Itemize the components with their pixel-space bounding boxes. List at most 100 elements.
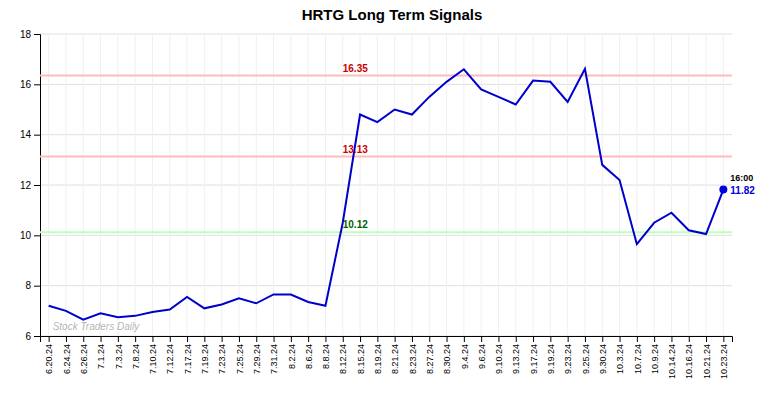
grid-line <box>40 84 732 85</box>
tick: 10.14.24 <box>667 336 677 379</box>
tick-mark <box>118 336 119 342</box>
tick-mark <box>34 34 40 35</box>
reference-label: 16.35 <box>343 63 368 74</box>
tick-mark <box>256 336 257 342</box>
grid-line <box>498 34 499 336</box>
tick-label: 10.14.24 <box>667 344 677 379</box>
tick-label: 10.7.24 <box>633 344 643 374</box>
time-label: 16:00 <box>730 173 753 183</box>
tick-label: 18 <box>20 29 32 40</box>
tick-label: 8.12.24 <box>338 344 348 374</box>
tick: 16 <box>20 79 40 90</box>
tick: 10.23.24 <box>719 336 729 379</box>
tick-mark <box>412 336 413 342</box>
grid-line <box>567 34 568 336</box>
grid-line <box>256 34 257 336</box>
watermark: Stock Traders Daily <box>53 321 141 332</box>
tick-mark <box>395 336 396 342</box>
reference-line <box>40 231 732 233</box>
tick-mark <box>481 336 482 342</box>
grid-line <box>325 34 326 336</box>
tick-mark <box>34 336 40 337</box>
tick: 10 <box>20 230 40 241</box>
grid-line <box>636 34 637 336</box>
tick-mark <box>637 336 638 342</box>
grid-line <box>65 34 66 336</box>
grid-line <box>273 34 274 336</box>
grid-line <box>135 34 136 336</box>
tick: 9.25.24 <box>581 336 591 374</box>
tick: 7.8.24 <box>131 336 141 369</box>
tick-mark <box>34 84 40 85</box>
tick: 8.27.24 <box>425 336 435 374</box>
tick-label: 10.21.24 <box>702 344 712 379</box>
tick-mark <box>34 185 40 186</box>
tick: 9.23.24 <box>563 336 573 374</box>
tick-mark <box>689 336 690 342</box>
tick-mark <box>498 336 499 342</box>
grid-line <box>83 34 84 336</box>
grid-line <box>187 34 188 336</box>
tick-mark <box>671 336 672 342</box>
tick-mark <box>343 336 344 342</box>
grid-line <box>204 34 205 336</box>
grid-line <box>40 235 732 236</box>
grid-line <box>238 34 239 336</box>
grid-line <box>290 34 291 336</box>
tick-mark <box>135 336 136 342</box>
tick-label: 9.13.24 <box>511 344 521 374</box>
tick: 7.19.24 <box>200 336 210 374</box>
tick-label: 9.19.24 <box>546 344 556 374</box>
tick: 8.15.24 <box>356 336 366 374</box>
annotations: 16.3513.1310.1216:0011.82Stock Traders D… <box>53 63 756 332</box>
tick: 8.8.24 <box>321 336 331 369</box>
last-point <box>719 186 727 194</box>
price-line <box>49 69 724 320</box>
tick: 10.7.24 <box>633 336 643 374</box>
tick: 7.29.24 <box>252 336 262 374</box>
tick-mark <box>34 286 40 287</box>
tick-mark <box>585 336 586 342</box>
tick: 14 <box>20 129 40 140</box>
tick-label: 12 <box>20 180 32 191</box>
tick: 7.3.24 <box>114 336 124 369</box>
tick-label: 8 <box>25 280 31 291</box>
grid-line <box>100 34 101 336</box>
tick-label: 8.6.24 <box>304 344 314 369</box>
tick-mark <box>447 336 448 342</box>
tick-label: 16 <box>20 79 32 90</box>
grid-line <box>152 34 153 336</box>
tick-label: 7.25.24 <box>235 344 245 374</box>
tick-mark <box>170 336 171 342</box>
tick-label: 7.8.24 <box>131 344 141 369</box>
tick: 8.12.24 <box>338 336 348 374</box>
tick-label: 7.23.24 <box>217 344 227 374</box>
tick-label: 7.31.24 <box>269 344 279 374</box>
tick: 9.19.24 <box>546 336 556 374</box>
tick-mark <box>49 336 50 342</box>
grid-line <box>515 34 516 336</box>
tick-mark <box>429 336 430 342</box>
tick-label: 8.30.24 <box>442 344 452 374</box>
tick: 9.17.24 <box>529 336 539 374</box>
tick: 6.24.24 <box>62 336 72 374</box>
tick: 8.21.24 <box>390 336 400 374</box>
tick-label: 7.10.24 <box>148 344 158 374</box>
tick: 10.21.24 <box>702 336 712 379</box>
tick-label: 10.23.24 <box>719 344 729 379</box>
tick: 18 <box>20 29 40 40</box>
tick-label: 8.19.24 <box>373 344 383 374</box>
tick-mark <box>706 336 707 342</box>
x-axis: 6.20.246.24.246.26.247.1.247.3.247.8.247… <box>41 336 733 379</box>
marks <box>40 69 732 320</box>
tick: 8.23.24 <box>408 336 418 374</box>
grid-line <box>533 34 534 336</box>
tick-label: 9.4.24 <box>460 344 470 369</box>
tick-label: 7.1.24 <box>96 344 106 369</box>
tick: 12 <box>20 180 40 191</box>
tick-mark <box>239 336 240 342</box>
tick-mark <box>620 336 621 342</box>
tick-label: 10 <box>20 230 32 241</box>
title: HRTG Long Term Signals <box>302 6 483 23</box>
tick-label: 8.15.24 <box>356 344 366 374</box>
